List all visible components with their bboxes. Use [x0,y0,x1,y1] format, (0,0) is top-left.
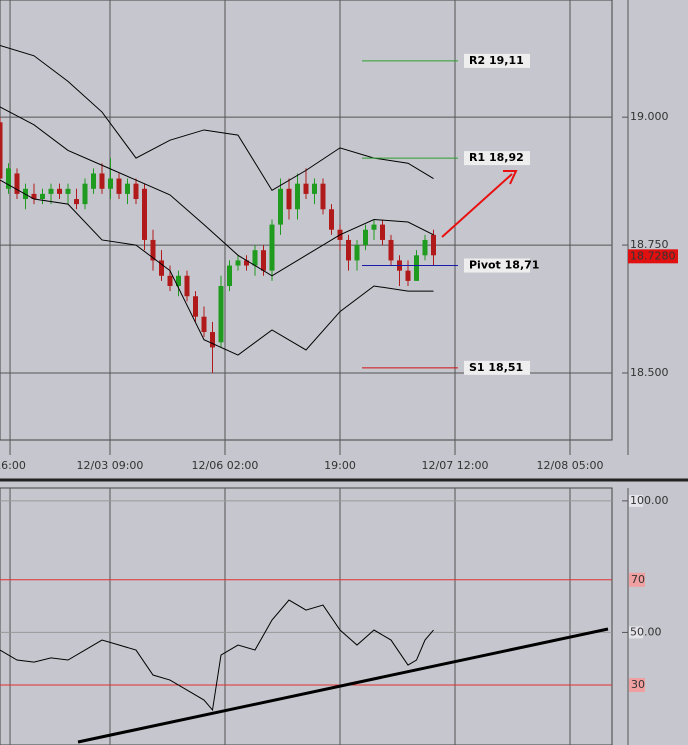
candle-body [57,188,62,194]
candle-body [354,245,360,261]
candle-body [65,188,71,194]
candle-body [159,260,164,276]
candle-body [414,255,419,281]
candle-body [244,260,249,266]
candle-body [235,260,241,266]
candle-body [125,183,130,194]
candle-body [116,178,122,194]
candle-body [303,183,309,194]
candle-body [405,270,411,281]
y-tick-label: 18.500 [630,366,669,379]
candle-body [184,275,190,297]
last-price-label: 18.7280 [630,249,676,262]
candle-body [252,250,258,266]
candle-body [48,188,54,194]
trend-line [77,627,609,744]
bollinger-band [0,45,434,192]
level-label: Pivot 18,71 [469,259,539,272]
plot-frame [0,487,613,745]
candle-body [295,183,300,210]
x-tick-label: 12/07 12:00 [422,459,489,472]
candle-body [312,183,317,194]
candle-body [91,173,96,189]
candle-body [6,168,11,189]
x-tick-label: 16:00 [0,459,26,472]
candle-body [99,173,105,189]
candle-body [108,178,113,189]
tick-label-box [629,494,643,507]
level-label-box [464,258,530,273]
candle-body [431,234,436,256]
x-tick-label: 12/03 09:00 [77,459,144,472]
candle-body [40,193,45,200]
y-tick-label: 70 [631,573,645,586]
annotation-arrow [441,173,513,238]
candle-body [74,199,79,205]
candle-body [150,239,156,261]
candle-body [142,188,147,240]
y-tick-label: 30 [631,678,645,691]
y-tick-label: 100.00 [630,494,669,507]
candle-body [176,275,181,286]
last-price-box [628,249,678,264]
bollinger-band [0,106,434,277]
candle-body [193,296,198,317]
candle-body [346,239,351,261]
y-tick-label: 18.750 [630,238,669,251]
candle-body [218,286,224,343]
candle-body [227,265,232,286]
y-tick-label: 50.00 [630,625,662,638]
level-label: S1 18,51 [469,361,523,374]
candle-body [167,275,173,286]
level-label: R2 19,11 [469,54,524,67]
annotation-arrow-head [503,170,518,185]
level-label-box [464,53,530,68]
candle-body [14,173,20,194]
level-label-box [629,678,645,693]
bollinger-band [0,179,434,356]
level-label: R1 18,92 [469,151,524,164]
candle-body [269,224,275,271]
candle-body [201,316,207,333]
x-tick-label: 19:00 [324,459,356,472]
candle-body [422,239,428,256]
level-label-box [629,572,645,587]
candle-body [380,224,385,240]
candle-body [371,224,377,230]
x-tick-label: 12/08 05:00 [537,459,604,472]
candle-body [388,239,394,261]
candle-body [82,183,88,205]
x-tick-label: 12/06 02:00 [192,459,259,472]
candle-body [320,183,326,210]
candle-body [261,250,266,271]
candle-body [329,209,334,230]
candle-body [210,332,215,348]
candle-body [363,229,368,246]
plot-frame [0,0,613,441]
y-tick-label: 19.000 [630,110,669,123]
rsi-line [0,599,434,712]
candle-body [278,188,283,225]
tick-label-box [629,626,643,639]
level-label-box [464,360,530,375]
candle-body [0,122,3,179]
candle-body [133,183,139,200]
candle-body [286,188,292,210]
level-label-box [464,151,530,166]
candle-body [31,193,37,200]
